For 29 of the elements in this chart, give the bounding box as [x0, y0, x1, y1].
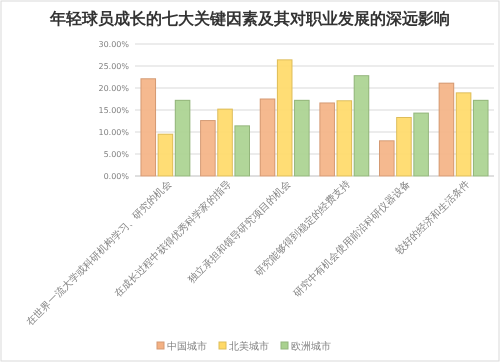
chart-title: 年轻球员成长的七大关键因素及其对职业发展的深远影响 — [49, 9, 450, 28]
legend-label: 中国城市 — [167, 340, 207, 352]
bar — [294, 100, 310, 176]
y-tick-label: 15.00% — [98, 106, 130, 115]
bar — [200, 120, 216, 176]
bar — [319, 102, 335, 176]
bar — [158, 134, 174, 176]
y-tick-label: 20.00% — [98, 84, 130, 93]
y-tick-label: 5.00% — [104, 150, 130, 159]
bar — [456, 92, 472, 176]
bar — [140, 78, 156, 176]
bar — [217, 108, 233, 176]
legend-label: 欧洲城市 — [291, 340, 331, 352]
bar — [336, 100, 352, 176]
bar — [234, 125, 250, 176]
bar — [413, 112, 429, 176]
bar — [379, 140, 395, 176]
bar — [174, 100, 190, 176]
bar — [276, 59, 292, 176]
y-tick-label: 10.00% — [98, 128, 130, 137]
legend-label: 北美城市 — [229, 340, 269, 352]
y-tick-label: 30.00% — [98, 40, 130, 49]
bar — [438, 82, 454, 176]
bar — [396, 116, 412, 176]
y-tick-label: 0.00% — [104, 172, 130, 181]
y-tick-label: 25.00% — [98, 62, 130, 71]
bar — [260, 98, 276, 176]
bar — [354, 75, 370, 176]
bar — [472, 100, 489, 176]
